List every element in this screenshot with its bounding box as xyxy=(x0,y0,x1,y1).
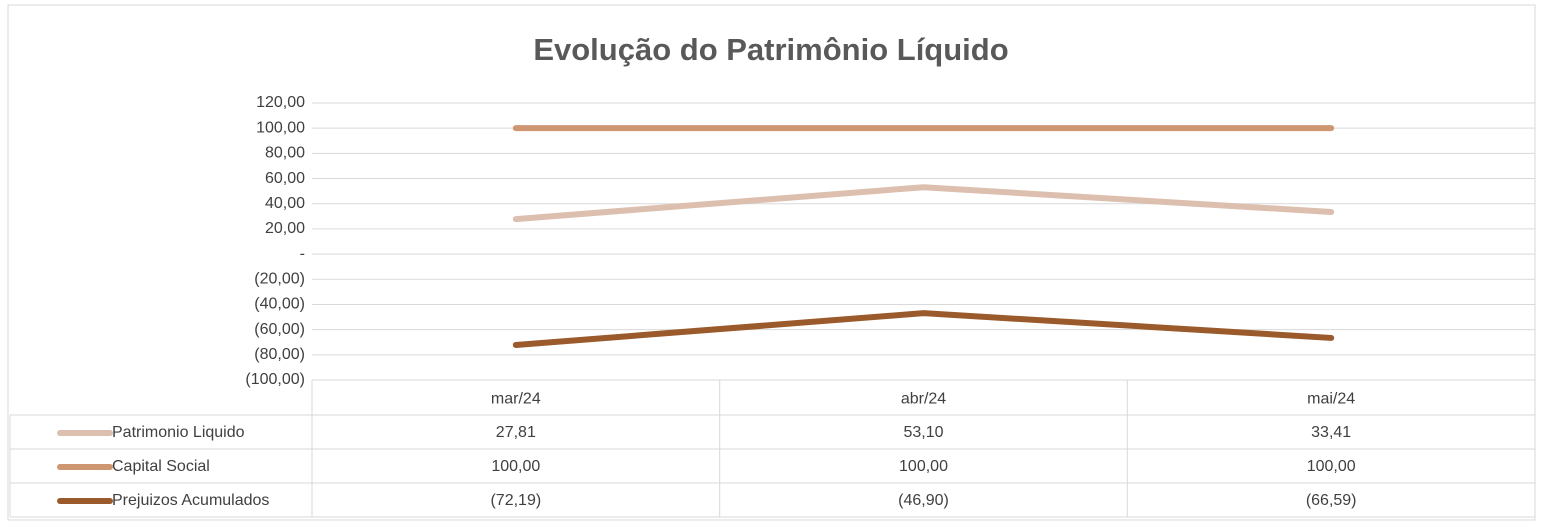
table-value: 53,10 xyxy=(903,424,943,441)
table-value: 27,81 xyxy=(496,424,536,441)
y-tick-label: 60,00 xyxy=(265,170,305,187)
y-tick-label: 80,00 xyxy=(265,145,305,162)
legend-label: Patrimonio Liquido xyxy=(112,424,245,441)
table-value: 100,00 xyxy=(491,458,540,475)
legend-label: Capital Social xyxy=(112,458,210,475)
x-tick-label: mai/24 xyxy=(1307,391,1355,408)
table-value: 33,41 xyxy=(1311,424,1351,441)
y-tick-label: (20,00) xyxy=(254,270,305,287)
y-tick-label: (40,00) xyxy=(254,296,305,313)
y-tick-label: - xyxy=(300,245,305,262)
chart-title: Evolução do Patrimônio Líquido xyxy=(533,32,1008,67)
table-value: 100,00 xyxy=(1307,458,1356,475)
x-tick-label: abr/24 xyxy=(901,391,946,408)
table-value: (72,19) xyxy=(490,492,541,509)
table-value: (66,59) xyxy=(1306,492,1357,509)
y-tick-label: 40,00 xyxy=(265,195,305,212)
y-tick-label: (60,00) xyxy=(254,321,305,338)
table-value: 100,00 xyxy=(899,458,948,475)
legend-label: Prejuizos Acumulados xyxy=(112,492,269,509)
x-tick-label: mar/24 xyxy=(491,391,541,408)
y-tick-label: (80,00) xyxy=(254,346,305,363)
series-line xyxy=(512,184,1335,223)
chart-frame xyxy=(7,4,1536,521)
series-line xyxy=(512,310,1335,348)
y-tick-label: 20,00 xyxy=(265,220,305,237)
table-value: (46,90) xyxy=(898,492,949,509)
y-tick-label: 120,00 xyxy=(256,94,305,111)
y-tick-label: (100,00) xyxy=(245,371,305,388)
y-tick-label: 100,00 xyxy=(256,119,305,136)
